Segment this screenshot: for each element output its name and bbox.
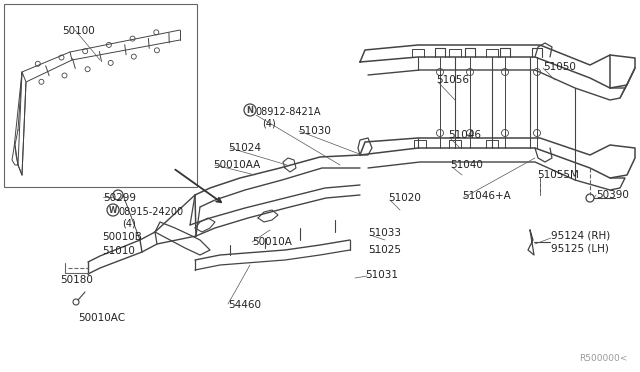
Text: (4): (4)	[122, 218, 136, 228]
Text: 51010: 51010	[102, 246, 135, 256]
Text: 50299: 50299	[103, 193, 136, 203]
Text: 95124 (RH): 95124 (RH)	[551, 230, 611, 240]
Text: 50180: 50180	[60, 275, 93, 285]
Text: 51033: 51033	[368, 228, 401, 238]
Text: 51031: 51031	[365, 270, 398, 280]
Text: 50010AA: 50010AA	[213, 160, 260, 170]
Text: 50010B: 50010B	[102, 232, 142, 242]
Text: 50010AC: 50010AC	[78, 313, 125, 323]
Text: 51046+A: 51046+A	[462, 191, 511, 201]
Text: 51055M: 51055M	[537, 170, 579, 180]
Text: 08912-8421A: 08912-8421A	[255, 107, 321, 117]
Text: 08915-24200: 08915-24200	[118, 207, 183, 217]
Text: 51050: 51050	[543, 62, 576, 72]
Text: 50100: 50100	[62, 26, 95, 36]
Text: 95125 (LH): 95125 (LH)	[551, 243, 609, 253]
Text: 51025: 51025	[368, 245, 401, 255]
Text: R500000<: R500000<	[580, 354, 628, 363]
Text: 51020: 51020	[388, 193, 421, 203]
Text: 50010A: 50010A	[252, 237, 292, 247]
Text: 51024: 51024	[228, 143, 261, 153]
Text: 51056: 51056	[436, 75, 469, 85]
Text: 50390: 50390	[596, 190, 629, 200]
Text: 51046: 51046	[448, 130, 481, 140]
Text: 51030: 51030	[298, 126, 331, 136]
Text: (4): (4)	[262, 118, 276, 128]
Bar	[4, 4, 197, 187]
Text: 54460: 54460	[228, 300, 261, 310]
Text: N: N	[246, 106, 253, 115]
Text: 51040: 51040	[450, 160, 483, 170]
Text: W: W	[109, 205, 117, 215]
